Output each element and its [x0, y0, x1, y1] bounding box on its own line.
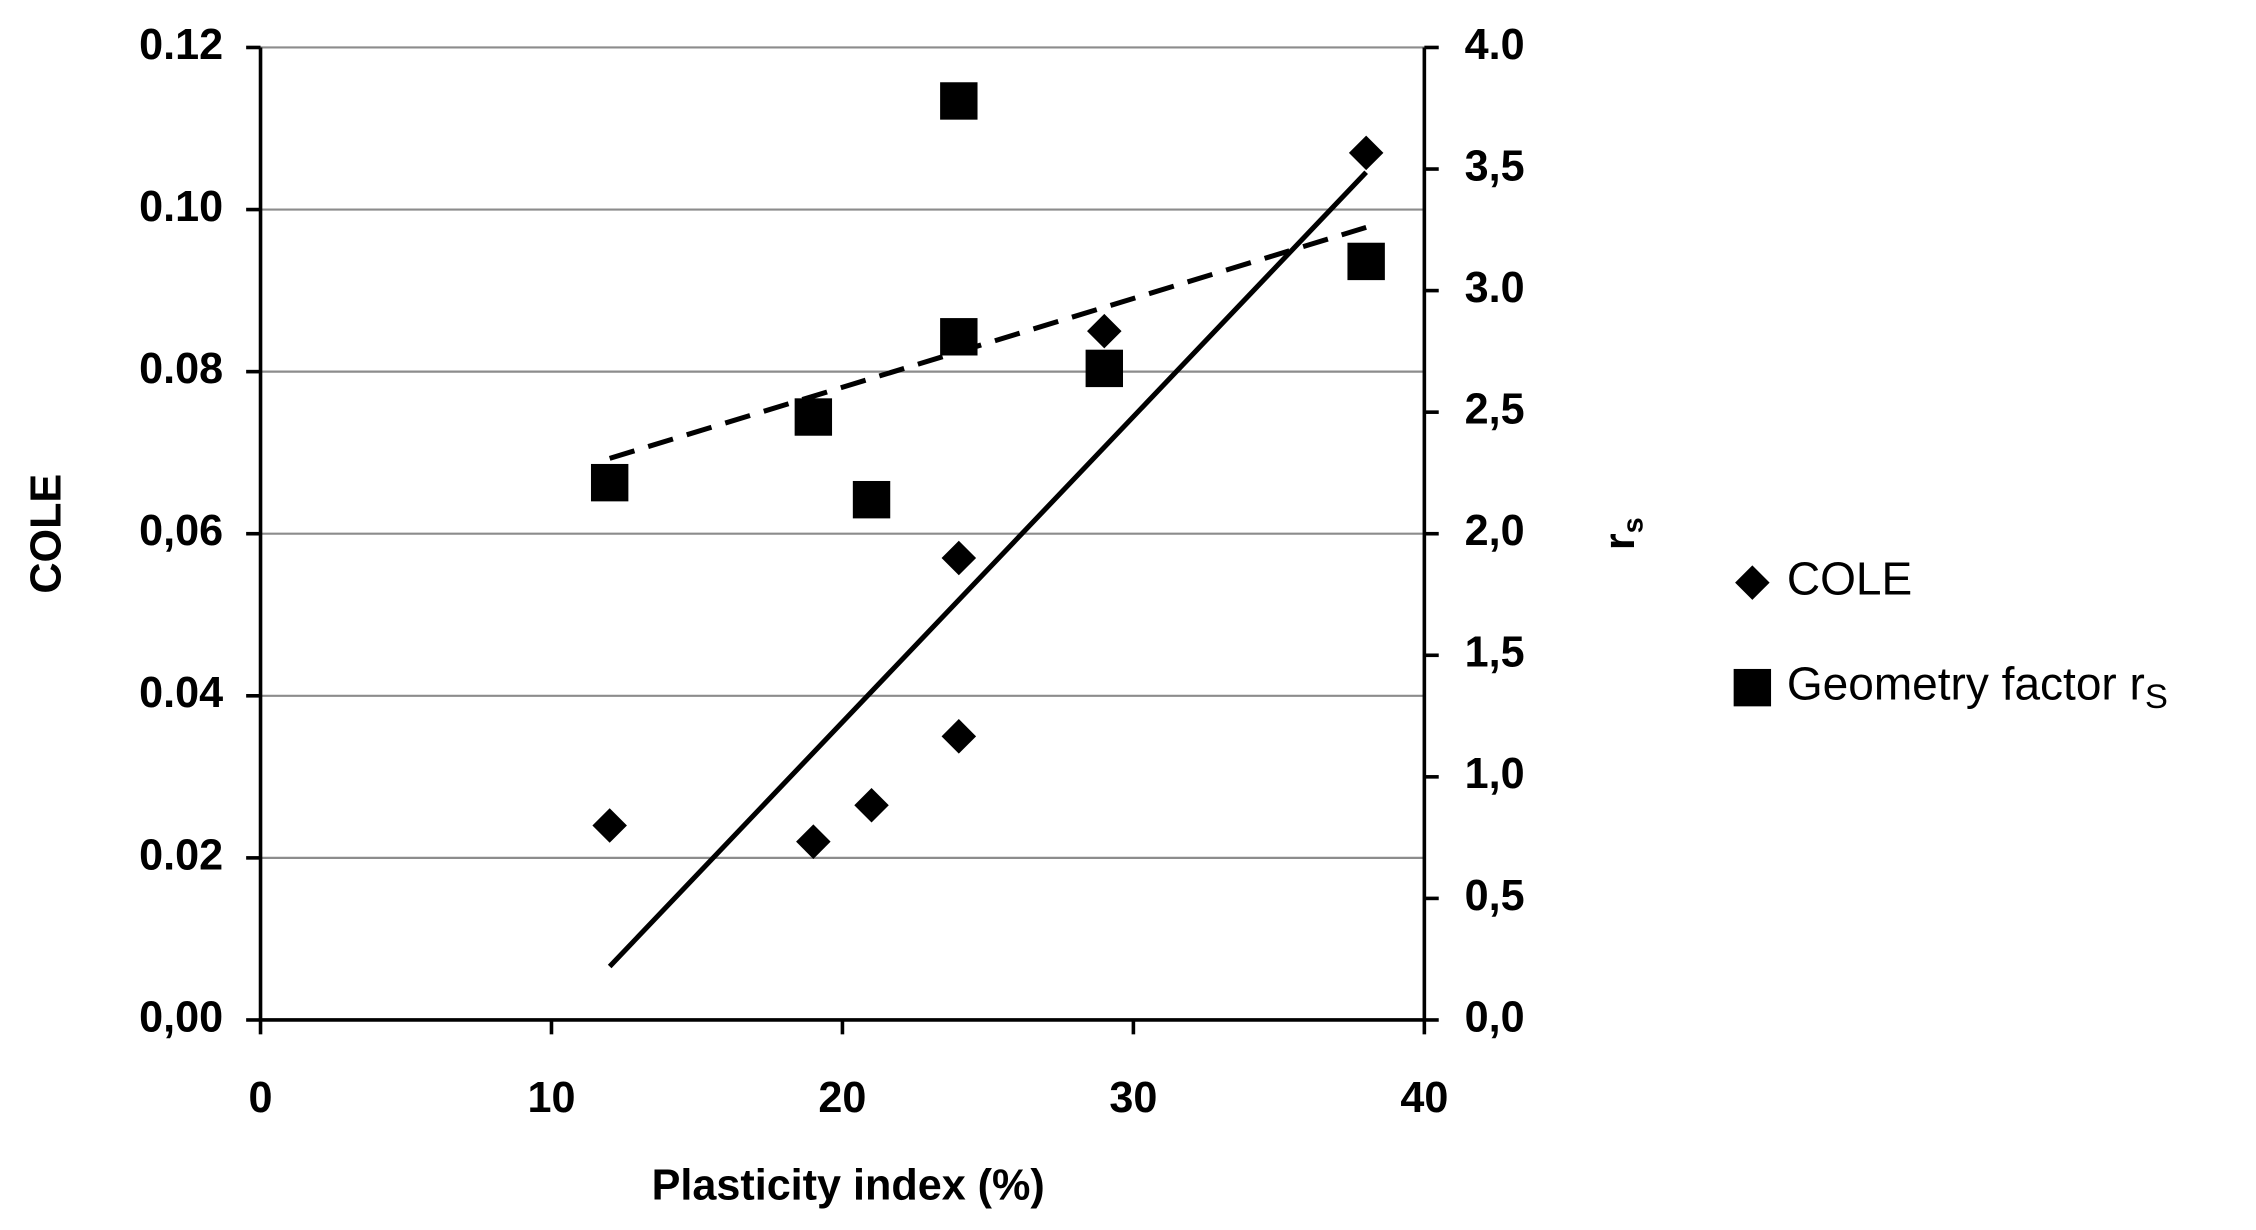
y-tick-label: 0.02 [139, 831, 223, 879]
data-point [852, 480, 891, 519]
data-point [1085, 349, 1124, 388]
data-point [590, 463, 629, 502]
legend-marker [1733, 668, 1772, 707]
y2-tick-label: 3,5 [1465, 142, 1525, 190]
data-point [941, 719, 977, 754]
data-point [1348, 135, 1384, 171]
y2-tick-label: 1,0 [1465, 750, 1525, 798]
y2-tick-label: 2,5 [1465, 386, 1525, 434]
x-axis-label: Plasticity index (%) [652, 1162, 1045, 1210]
y2-tick-label: 3.0 [1465, 264, 1525, 312]
y2-tick-label: 4.0 [1465, 21, 1525, 69]
data-point [1087, 313, 1122, 349]
legend-marker [1735, 565, 1770, 600]
x-tick-label: 0 [249, 1074, 273, 1122]
y2-tick-label: 1,5 [1465, 629, 1525, 677]
data-point [941, 540, 977, 576]
legend-label: COLE [1787, 553, 1912, 605]
y-tick-label: 0.04 [139, 669, 223, 717]
legend-label-main: Geometry factor r [1787, 658, 2145, 710]
x-tick-label: 10 [527, 1074, 575, 1122]
data-point [854, 787, 889, 823]
y-tick-label: 0,00 [139, 993, 223, 1041]
legend-label-sub: S [2145, 678, 2168, 716]
y-tick-label: 0.10 [139, 183, 223, 231]
y-tick-label: 0,06 [139, 507, 223, 555]
y2-tick-label: 0,0 [1465, 993, 1525, 1041]
data-point [940, 318, 978, 356]
data-point [794, 398, 833, 436]
y2-tick-label: 2,0 [1465, 507, 1525, 555]
y2-axis-label-sub: s [1617, 517, 1649, 533]
trendline [608, 224, 1367, 461]
x-tick-label: 40 [1400, 1074, 1448, 1122]
data-point [1347, 242, 1385, 281]
data-point [796, 824, 831, 859]
x-tick-label: 30 [1109, 1074, 1157, 1122]
y-axis-label: COLE [22, 474, 70, 594]
y2-tick-label: 0,5 [1465, 872, 1525, 920]
y2-axis-label-main: r [1596, 533, 1644, 550]
data-point [592, 808, 627, 843]
y-tick-label: 0.12 [139, 21, 223, 69]
legend-label: Geometry factor rS [1787, 658, 2168, 716]
y2-axis-label: rs [1596, 517, 1649, 550]
y-tick-label: 0.08 [139, 345, 223, 393]
data-point [940, 82, 978, 120]
legend-label-main: COLE [1787, 553, 1912, 605]
x-tick-label: 20 [818, 1074, 866, 1122]
trendline [607, 170, 1368, 969]
